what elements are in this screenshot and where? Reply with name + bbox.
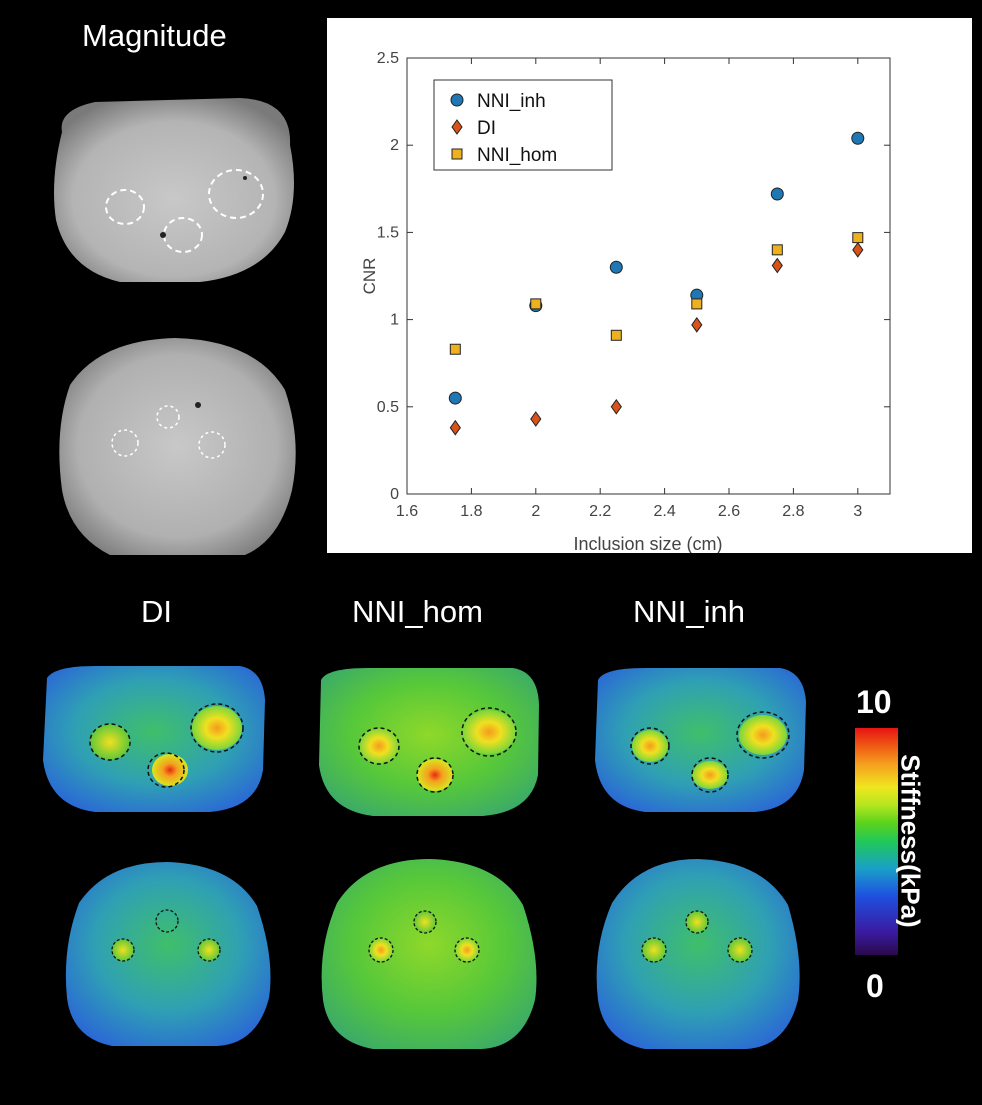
data-point-di bbox=[610, 398, 622, 415]
x-tick-label: 2.2 bbox=[589, 503, 611, 520]
data-point-di bbox=[852, 241, 864, 258]
data-point-di bbox=[691, 316, 703, 333]
magnitude-label: Magnitude bbox=[82, 18, 227, 53]
data-point-di bbox=[449, 419, 461, 436]
data-point-nni-inh bbox=[851, 131, 865, 145]
legend-marker-nni-inh bbox=[450, 93, 464, 107]
di-map-bottom bbox=[65, 862, 271, 1046]
cnr-chart-panel: 1.6 1.8 2 2.2 2.4 2.6 2.8 3 0 0.5 1 1.5 2 2.5 Inclusi… bbox=[327, 18, 972, 554]
x-tick-label: 3 bbox=[853, 503, 862, 520]
nni-inh-label: NNI_inh bbox=[633, 594, 745, 629]
x-tick-label: 1.8 bbox=[460, 503, 482, 520]
data-point-nni-hom bbox=[530, 298, 542, 310]
cnr-scatter-chart: 1.6 1.8 2 2.2 2.4 2.6 2.8 3 0 0.5 1 1.5 2 2.5 Inclusi… bbox=[360, 50, 891, 554]
data-point-nni-hom bbox=[852, 232, 864, 244]
nni-inh-map-bottom bbox=[596, 859, 800, 1049]
legend-label-nni-inh: NNI_inh bbox=[477, 91, 546, 112]
y-tick-label: 1 bbox=[390, 312, 399, 329]
magnitude-image-top bbox=[54, 98, 294, 282]
data-point-nni-inh bbox=[609, 260, 623, 274]
y-tick-label: 2 bbox=[390, 137, 399, 154]
di-label: DI bbox=[141, 594, 172, 629]
y-axis-label: CNR bbox=[360, 258, 379, 295]
x-tick-label: 2 bbox=[531, 503, 540, 520]
data-point-nni-inh bbox=[770, 187, 784, 201]
x-tick-label: 2.6 bbox=[718, 503, 740, 520]
nni-inh-map-top bbox=[595, 668, 806, 812]
legend-label-nni-hom: NNI_hom bbox=[477, 145, 557, 166]
colorbar-max-label: 10 bbox=[856, 684, 892, 720]
y-tick-label: 0 bbox=[390, 486, 399, 503]
data-point-nni-hom bbox=[449, 343, 461, 355]
y-tick-label: 0.5 bbox=[377, 399, 399, 416]
nni-hom-map-top bbox=[319, 668, 539, 816]
x-tick-label: 2.8 bbox=[782, 503, 804, 520]
data-point-di bbox=[771, 257, 783, 274]
data-point-nni-hom bbox=[610, 329, 622, 341]
nni-hom-map-bottom bbox=[321, 859, 537, 1049]
legend: NNI_inh DI NNI_hom bbox=[433, 79, 613, 171]
data-point-nni-hom bbox=[691, 298, 703, 310]
y-tick-label: 1.5 bbox=[377, 224, 399, 241]
magnitude-image-bottom bbox=[59, 338, 296, 555]
data-point-nni-inh bbox=[448, 391, 462, 405]
x-tick-label: 1.6 bbox=[396, 503, 418, 520]
di-map-top bbox=[43, 666, 265, 812]
stiffness-colorbar bbox=[855, 728, 898, 955]
data-point-nni-hom bbox=[771, 244, 783, 256]
y-tick-label: 2.5 bbox=[377, 50, 399, 67]
nni-hom-label: NNI_hom bbox=[352, 594, 483, 629]
x-tick-label: 2.4 bbox=[653, 503, 675, 520]
x-axis-label: Inclusion size (cm) bbox=[573, 534, 722, 553]
data-point-di bbox=[530, 411, 542, 427]
legend-label-di: DI bbox=[477, 118, 496, 139]
colorbar-min-label: 0 bbox=[866, 968, 884, 1004]
legend-marker-nni-hom bbox=[451, 148, 463, 160]
legend-marker-di bbox=[451, 119, 463, 135]
